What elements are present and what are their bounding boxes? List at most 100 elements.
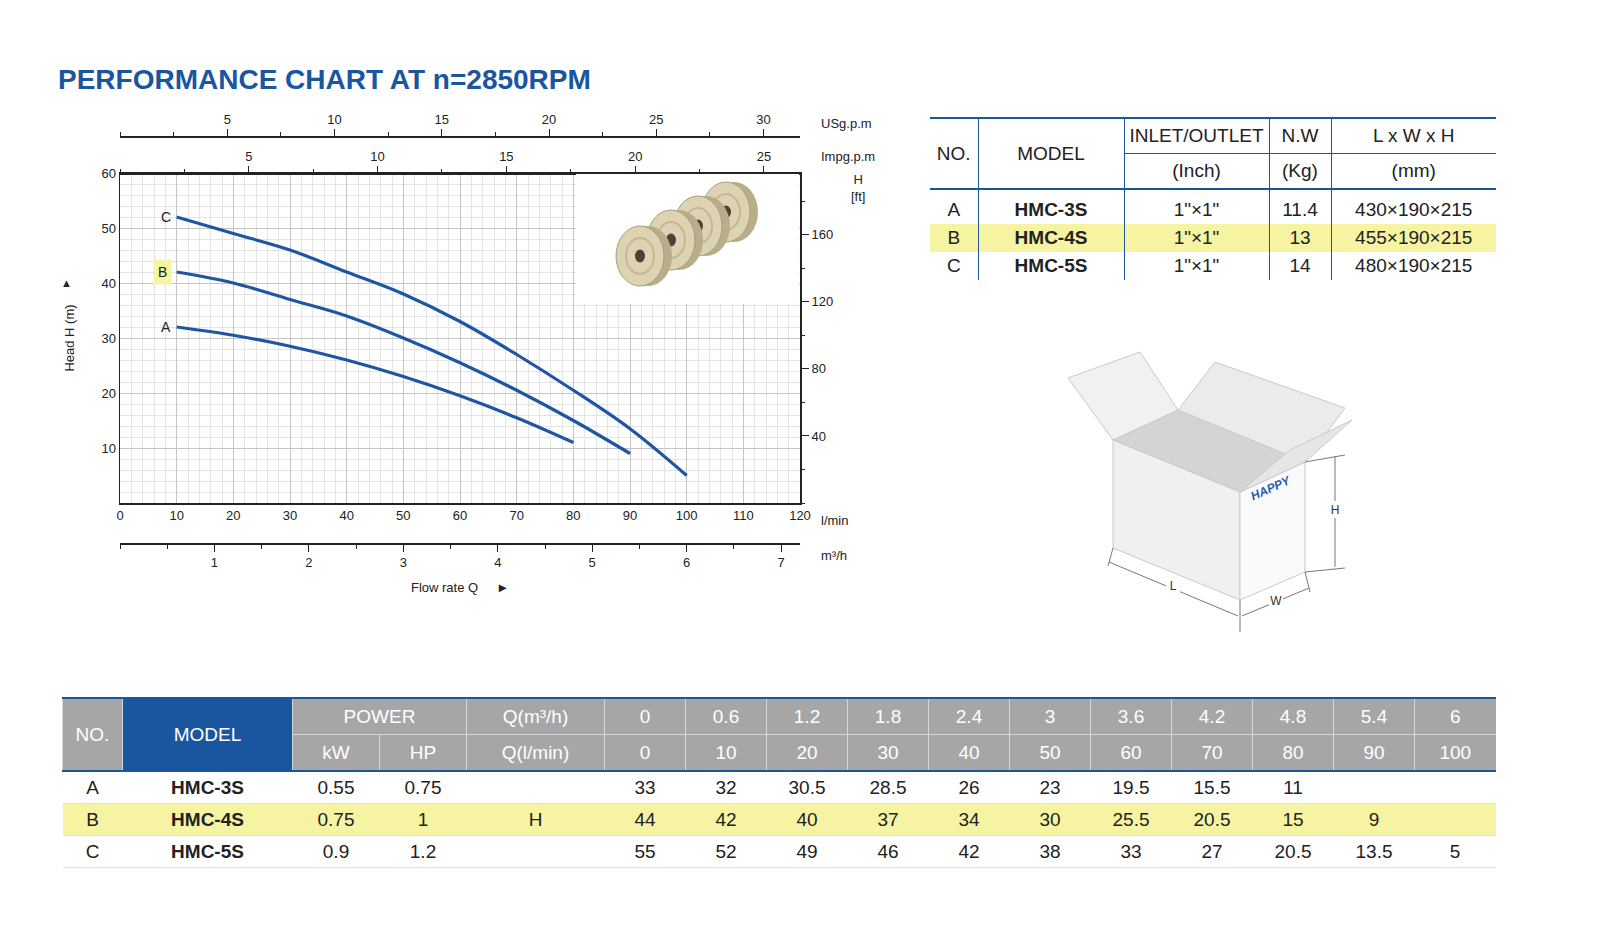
html-text:POWER: POWER [343,705,416,727]
svg-text:20: 20 [542,112,556,127]
svg-text:80: 80 [812,361,826,376]
html-text:15.5: 15.5 [1193,776,1231,798]
svg-text:160: 160 [812,227,834,242]
html-text:44: 44 [634,808,656,830]
svg-text:50: 50 [101,221,115,236]
svg-text:1: 1 [211,555,218,570]
html-text:Q(l/min): Q(l/min) [501,741,570,763]
html-text:0.6: 0.6 [712,705,740,727]
svg-text:2: 2 [305,555,312,570]
html-text:80: 80 [1282,741,1304,763]
html-text:1.8: 1.8 [874,705,902,727]
html-text:26: 26 [958,776,980,798]
svg-text:60: 60 [453,508,467,523]
html-text:NO.: NO. [75,723,110,745]
html-text:28.5: 28.5 [869,776,907,798]
html-text:40: 40 [958,741,980,763]
html-text:HMC-3S: HMC-3S [171,776,244,798]
html-text:3.6: 3.6 [1117,705,1145,727]
svg-text:70: 70 [509,508,523,523]
svg-text:10: 10 [169,508,183,523]
html-text:0.75: 0.75 [317,808,355,830]
svg-text:m³/h: m³/h [821,548,847,563]
svg-text:20: 20 [226,508,240,523]
html-text:0.75: 0.75 [404,776,442,798]
svg-text:30: 30 [101,331,115,346]
html-text:70: 70 [1201,741,1223,763]
html-text:PERFORMANCE CHART AT n=2850RPM: PERFORMANCE CHART AT n=2850RPM [58,64,591,95]
html-text:30: 30 [877,741,899,763]
svg-text:L: L [1170,579,1177,593]
svg-text:10: 10 [370,149,384,164]
svg-text:10: 10 [101,441,115,456]
svg-text:Impg.p.m: Impg.p.m [821,149,875,164]
svg-text:▲: ▲ [61,277,72,289]
svg-text:l/min: l/min [821,513,848,528]
svg-text:15: 15 [435,112,449,127]
svg-text:HAPPY: HAPPY [1249,473,1293,503]
svg-text:Head H (m): Head H (m) [62,304,77,371]
svg-text:80: 80 [566,508,580,523]
html-text:30.5: 30.5 [788,776,826,798]
html-text:1.2: 1.2 [793,705,821,727]
html-text:4.8: 4.8 [1279,705,1307,727]
svg-text:W: W [1270,594,1282,608]
html-text:HP: HP [409,741,437,763]
svg-text:25: 25 [649,112,663,127]
svg-text:10: 10 [327,112,341,127]
html-text:40: 40 [796,808,818,830]
html-text:5.4: 5.4 [1360,705,1388,727]
svg-text:40: 40 [101,276,115,291]
svg-text:30: 30 [756,112,770,127]
svg-text:5: 5 [245,149,252,164]
html-text:19.5: 19.5 [1112,776,1150,798]
svg-text:20: 20 [101,386,115,401]
svg-text:7: 7 [777,555,784,570]
svg-text:0: 0 [116,508,123,523]
html-text:42: 42 [715,808,737,830]
svg-text:B: B [158,264,167,280]
svg-text:90: 90 [623,508,637,523]
svg-text:6: 6 [683,555,690,570]
svg-text:4: 4 [494,555,501,570]
html-text:HMC-4S: HMC-4S [171,808,244,830]
svg-text:100: 100 [676,508,698,523]
svg-text:15: 15 [499,149,513,164]
html-text:Q(m³/h): Q(m³/h) [502,705,569,727]
svg-text:30: 30 [283,508,297,523]
html-text:2.4: 2.4 [955,705,983,727]
svg-text:H[ft]: H[ft] [851,172,865,204]
html-text:4.2: 4.2 [1198,705,1226,727]
svg-text:40: 40 [812,428,826,443]
html-text:MODEL: MODEL [173,723,242,745]
html-text:32: 32 [715,776,737,798]
html-text:NO.: NO. [936,142,971,164]
svg-text:110: 110 [733,508,754,523]
svg-text:A: A [161,319,171,335]
svg-text:120: 120 [789,508,811,523]
svg-text:C: C [161,209,171,225]
html-text:kW: kW [322,741,350,763]
html-text:MODEL: MODEL [1017,142,1085,164]
svg-text:5: 5 [224,112,231,127]
html-text:90: 90 [1363,741,1385,763]
html-text:50: 50 [1039,741,1061,763]
svg-text:25: 25 [757,149,771,164]
html-text:60: 60 [1120,741,1142,763]
svg-text:40: 40 [339,508,353,523]
html-text:100: 100 [1439,741,1472,763]
html-text:0.55: 0.55 [317,776,355,798]
html-text:33: 33 [634,776,656,798]
svg-text:H: H [1331,503,1340,517]
svg-text:Flow rate Q ►: Flow rate Q ► [411,580,509,595]
html-text:10: 10 [715,741,737,763]
svg-text:50: 50 [396,508,410,523]
svg-text:120: 120 [812,294,834,309]
svg-text:USg.p.m: USg.p.m [821,116,872,131]
html-text:23: 23 [1039,776,1061,798]
html-text:20: 20 [796,741,818,763]
svg-text:20: 20 [628,149,642,164]
svg-text:3: 3 [400,555,407,570]
svg-text:60: 60 [101,166,115,181]
svg-text:5: 5 [589,555,596,570]
